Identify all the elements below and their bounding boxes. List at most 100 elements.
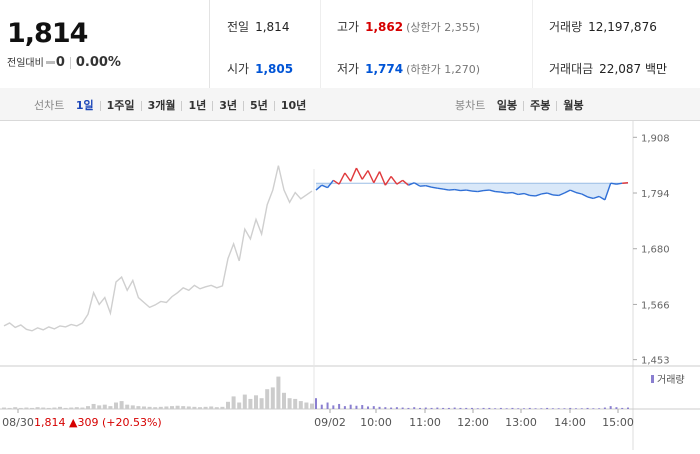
volume-bar-today xyxy=(338,404,340,409)
y-tick-label: 1,453 xyxy=(641,356,670,367)
today-series-segment xyxy=(356,168,362,179)
volume-bar-today xyxy=(535,408,537,409)
volume-bar-prev xyxy=(52,408,56,409)
volume-bar-prev xyxy=(2,408,6,409)
x-tick-label: 15:00 xyxy=(602,416,634,429)
today-series-segment xyxy=(478,191,484,192)
volume-bar-prev xyxy=(86,406,90,409)
volume-bar-prev xyxy=(282,393,286,409)
volume-bar-prev xyxy=(97,405,101,409)
volume-bar-today xyxy=(407,408,409,409)
candle-tab-1[interactable]: 주봉 xyxy=(530,99,550,112)
volume-bar-prev xyxy=(131,405,135,409)
volume-bar-prev xyxy=(271,387,275,409)
today-series-segment xyxy=(368,171,374,183)
prev-day-series-line xyxy=(4,166,312,331)
volume-bar-prev xyxy=(288,398,292,409)
volume-bar-today xyxy=(332,405,334,409)
flat-change-icon xyxy=(46,61,55,64)
volume-bar-today xyxy=(483,408,485,409)
period-tab-3[interactable]: 1년 xyxy=(188,99,206,112)
volume-bar-today xyxy=(506,408,508,409)
volume-bar-prev xyxy=(237,403,241,409)
today-series-segment xyxy=(616,183,622,184)
volume-bar-prev xyxy=(293,399,297,409)
volume-bar-today xyxy=(471,408,473,409)
divider xyxy=(532,0,533,88)
volume-bar-prev xyxy=(153,407,157,409)
volume-bar-prev xyxy=(142,406,146,409)
period-tab-4[interactable]: 3년 xyxy=(219,99,237,112)
stat-label: 거래대금 xyxy=(549,62,593,76)
y-tick-label: 1,794 xyxy=(641,189,670,200)
y-tick-label: 1,566 xyxy=(641,300,670,311)
change-value: 0 xyxy=(56,55,65,70)
stat-value: 1,814 xyxy=(255,20,289,34)
today-series-segment xyxy=(611,183,617,184)
volume-bar-today xyxy=(402,408,404,409)
volume-bar-prev xyxy=(24,408,28,409)
volume-bar-today xyxy=(581,408,583,409)
period-tab-2[interactable]: 3개월 xyxy=(148,99,176,112)
volume-bar-prev xyxy=(136,406,140,409)
volume-bar-prev xyxy=(80,408,84,409)
volume-bar-today xyxy=(321,405,323,409)
volume-bar-prev xyxy=(36,407,40,409)
volume-bar-prev xyxy=(114,403,118,409)
volume-bar-today xyxy=(523,408,525,409)
today-series-segment xyxy=(443,189,449,190)
stat-prev-close: 전일 1,814 xyxy=(227,18,289,35)
today-series-segment xyxy=(374,172,380,183)
y-tick-label: 1,908 xyxy=(641,133,670,144)
today-series-segment xyxy=(437,188,443,189)
stat-value: 1,862 xyxy=(365,20,403,34)
volume-bar-prev xyxy=(92,404,96,409)
volume-bar-today xyxy=(373,406,375,409)
volume-bar-today xyxy=(431,408,433,409)
volume-bar-prev xyxy=(276,377,280,409)
volume-bar-prev xyxy=(204,407,208,409)
volume-bar-prev xyxy=(30,408,34,409)
period-tab-5[interactable]: 5년 xyxy=(250,99,268,112)
volume-bar-prev xyxy=(64,408,68,409)
volume-bar-prev xyxy=(215,407,219,409)
lower-limit: (하한가 1,270) xyxy=(406,63,480,76)
candle-chart-label: 봉차트 xyxy=(455,99,485,112)
volume-bar-today xyxy=(390,408,392,409)
volume-bar-today xyxy=(477,408,479,409)
stat-label: 전일 xyxy=(227,20,249,34)
volume-bar-today xyxy=(610,406,612,409)
volume-bar-today xyxy=(552,408,554,409)
volume-bar-today xyxy=(367,406,369,409)
upper-limit: (상한가 2,355) xyxy=(406,21,480,34)
volume-bar-prev xyxy=(209,406,213,409)
today-series-segment xyxy=(432,187,438,188)
volume-bar-prev xyxy=(8,408,12,409)
candle-tab-0[interactable]: 일봉 xyxy=(497,99,517,112)
today-series-segment xyxy=(455,190,461,191)
volume-bar-today xyxy=(587,408,589,409)
volume-bar-prev xyxy=(226,402,230,409)
period-tab-6[interactable]: 10년 xyxy=(281,99,306,112)
volume-bar-today xyxy=(436,408,438,409)
period-tab-1[interactable]: 1주일 xyxy=(107,99,135,112)
x-tick-label: 11:00 xyxy=(409,416,441,429)
candle-tab-2[interactable]: 월봉 xyxy=(563,99,583,112)
volume-bar-prev xyxy=(120,401,124,409)
volume-bar-today xyxy=(511,408,513,409)
volume-bar-today xyxy=(361,405,363,409)
volume-bar-prev xyxy=(13,407,17,409)
volume-bar-today xyxy=(379,407,381,409)
divider xyxy=(274,101,275,111)
volume-bar-today xyxy=(563,408,565,409)
period-tab-0[interactable]: 1일 xyxy=(76,99,94,112)
today-series-segment xyxy=(362,171,368,180)
current-price: 1,814 xyxy=(7,18,87,49)
volume-bar-today xyxy=(488,408,490,409)
volume-bar-prev xyxy=(47,408,51,409)
